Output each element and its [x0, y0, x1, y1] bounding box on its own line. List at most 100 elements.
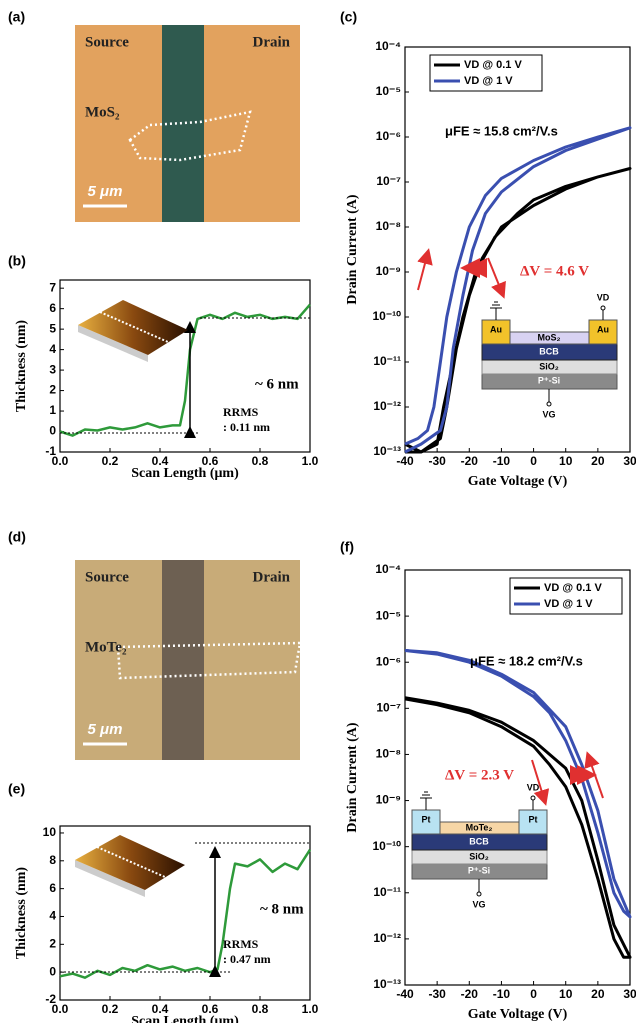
x-tick-label: 20 [591, 987, 605, 1001]
channel-gap [162, 25, 204, 222]
scale-label: 5 μm [88, 721, 123, 738]
y-tick-label: 10⁻⁴ [375, 562, 401, 576]
x-tick-label: -20 [461, 454, 479, 468]
channel-label: MoS₂ [538, 332, 561, 342]
x-tick-label: 10 [559, 454, 573, 468]
y-tick-label: 8 [49, 853, 56, 867]
terminal-label: VD [527, 782, 540, 792]
y-tick-label: 6 [49, 881, 56, 895]
channel-gap [162, 560, 204, 760]
y-tick-label: 10 [43, 825, 57, 839]
annotation: : 0.11 nm [223, 420, 270, 434]
panel-label: (c) [340, 9, 357, 25]
y-tick-label: 10⁻¹² [373, 931, 401, 945]
panel-label: (a) [8, 9, 25, 25]
panel-label: (b) [8, 253, 26, 269]
sweep-arrow [418, 252, 428, 290]
y-tick-label: 4 [49, 909, 56, 923]
y-tick-label: 10⁻¹¹ [373, 885, 401, 899]
layer-label: P⁺-Si [468, 865, 490, 875]
layer-label: BCB [539, 346, 559, 356]
y-tick-label: 7 [49, 280, 56, 294]
annotation: ~ 8 nm [260, 901, 304, 917]
terminal [547, 402, 551, 406]
x-tick-label: 10 [559, 987, 573, 1001]
y-tick-label: 0 [49, 424, 56, 438]
panel-label: (d) [8, 529, 26, 545]
annotation: RRMS [223, 937, 259, 951]
y-axis-label: Thickness (nm) [14, 320, 29, 413]
y-tick-label: 6 [49, 301, 56, 315]
x-tick-label: 1.0 [302, 1002, 319, 1016]
layer-label: SiO₂ [469, 851, 489, 861]
terminal [477, 892, 481, 896]
y-tick-label: 10⁻⁵ [376, 84, 401, 98]
x-tick-label: 0.8 [252, 454, 269, 468]
y-tick-label: 5 [49, 321, 56, 335]
contact-label: Pt [422, 814, 431, 824]
contact-label: Pt [529, 814, 538, 824]
y-tick-label: 10⁻¹² [373, 399, 401, 413]
plot-frame [60, 280, 310, 452]
layer-label: P⁺-Si [538, 375, 560, 385]
x-tick-label: 0 [530, 987, 537, 1001]
data-line [405, 169, 630, 453]
annotation: RRMS [223, 405, 259, 419]
y-tick-label: 10⁻⁶ [376, 129, 401, 143]
layer-label: SiO₂ [539, 361, 559, 371]
layer-label: BCB [469, 836, 489, 846]
y-tick-label: 0 [49, 964, 56, 978]
y-tick-label: 1 [49, 403, 56, 417]
legend-label: VD @ 0.1 V [544, 582, 602, 594]
x-tick-label: 0.2 [102, 454, 119, 468]
y-tick-label: 4 [49, 342, 56, 356]
y-axis-label: Thickness (nm) [14, 867, 29, 960]
contact-label: Au [597, 324, 609, 334]
y-tick-label: -2 [45, 992, 56, 1006]
annotation: μFE ≈ 18.2 cm²/V.s [470, 653, 583, 668]
figure: (a)SourceDrainMoS₂5 μm(b)0.00.20.40.60.8… [0, 0, 636, 1023]
x-tick-label: 1.0 [302, 454, 319, 468]
annotation: : 0.47 nm [223, 952, 271, 966]
drain-label: Drain [253, 34, 291, 50]
source-label: Source [85, 34, 129, 50]
terminal-label: VD [597, 292, 610, 302]
y-tick-label: 10⁻¹³ [373, 444, 401, 458]
x-tick-label: 0.2 [102, 1002, 119, 1016]
y-tick-label: 2 [49, 383, 56, 397]
y-tick-label: 10⁻¹⁰ [373, 839, 402, 853]
legend-label: VD @ 1 V [544, 598, 593, 610]
x-axis-label: Gate Voltage (V) [468, 474, 568, 489]
y-tick-label: 10⁻⁷ [376, 174, 401, 188]
x-tick-label: 0.8 [252, 1002, 269, 1016]
plot-frame [405, 47, 630, 452]
x-axis-label: Scan Length (μm) [131, 1014, 239, 1023]
y-tick-label: 10⁻⁷ [376, 701, 401, 715]
terminal [531, 796, 535, 800]
legend-label: VD @ 0.1 V [464, 59, 522, 71]
x-tick-label: -30 [428, 987, 446, 1001]
panel-label: (e) [8, 781, 25, 797]
y-tick-label: -1 [45, 444, 56, 458]
x-tick-label: 30 [623, 454, 636, 468]
annotation: ~ 6 nm [255, 376, 299, 392]
contact-label: Au [490, 324, 502, 334]
annotation: ΔV = 4.6 V [520, 263, 589, 279]
y-tick-label: 10⁻⁹ [376, 264, 401, 278]
material-label: MoS₂ [85, 104, 120, 120]
y-tick-label: 2 [49, 936, 56, 950]
x-tick-label: 20 [591, 454, 605, 468]
x-tick-label: -10 [493, 454, 511, 468]
y-tick-label: 10⁻⁴ [375, 39, 401, 53]
y-tick-label: 3 [49, 362, 56, 376]
terminal [601, 306, 605, 310]
panel-label: (f) [340, 539, 354, 555]
y-tick-label: 10⁻⁸ [376, 219, 401, 233]
terminal-label: VG [542, 409, 555, 419]
x-tick-label: -20 [461, 987, 479, 1001]
y-axis-label: Drain Current (A) [345, 194, 360, 305]
y-tick-label: 10⁻¹³ [373, 977, 401, 991]
annotation: ΔV = 2.3 V [445, 767, 514, 783]
annotation: μFE ≈ 15.8 cm²/V.s [445, 123, 558, 138]
source-label: Source [85, 569, 129, 585]
